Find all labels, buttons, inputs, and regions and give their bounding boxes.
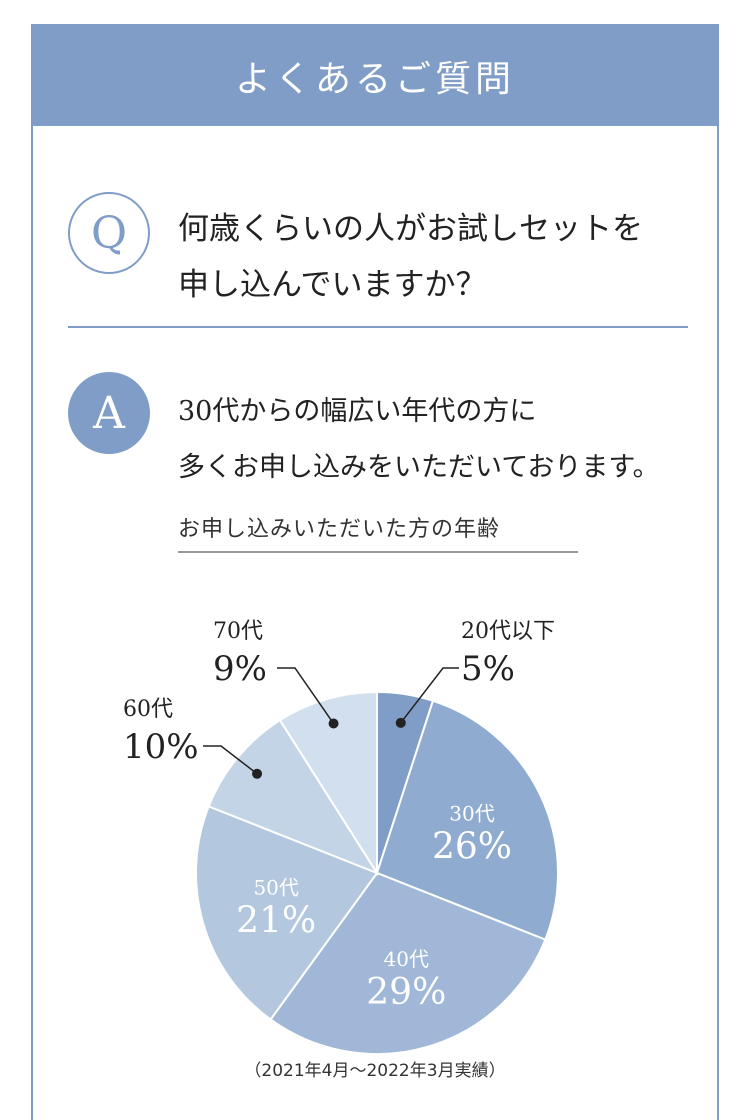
slice-value-label: 29% [366,972,446,1013]
slice-category-label: 50代 [253,875,298,899]
slice-category-label: 60代 [123,697,173,722]
pie-slice [207,718,380,876]
chart-title: お申し込みいただいた方の年齢 [178,511,578,553]
answer-badge: A [68,372,150,454]
faq-header: よくあるご質問 [33,26,717,126]
pie-slice [375,699,559,941]
pie-slice [195,805,379,1021]
slice-category-label: 30代 [449,801,494,825]
slice-value-label: 5% [461,649,515,689]
slice-category-label: 70代 [213,619,263,644]
slice-value-label: 26% [432,826,512,867]
answer-text: 30代からの幅広い年代の方に 多くお申し込みをいただいております。 [178,384,718,496]
slice-category-label: 20代以下 [461,619,555,644]
slice-value-label: 21% [236,900,316,941]
divider [68,326,688,328]
faq-title: よくあるご質問 [234,59,515,100]
slice-value-label: 9% [213,649,267,689]
faq-panel: よくあるご質問 Q 何歳くらいの人がお試しセットを 申し込んでいますか？ A 3… [31,24,719,1120]
pie-slice [278,690,378,877]
question-line-1: 何歳くらいの人がお試しセットを [178,211,643,247]
leader-line [277,667,335,724]
chart-footnote: （2021年4月～2022年3月実績） [244,1061,506,1081]
slice-value-label: 10% [123,727,199,767]
answer-line-2: 多くお申し込みをいただいております。 [178,452,660,483]
question-badge: Q [68,192,150,274]
leader-line [400,667,459,724]
question-text: 何歳くらいの人がお試しセットを 申し込んでいますか？ [178,201,698,313]
leader-line [203,745,258,775]
pie-slice [269,871,547,1055]
answer-line-1: 30代からの幅広い年代の方に [178,396,537,427]
question-line-2: 申し込んでいますか？ [178,267,487,303]
slice-category-label: 40代 [384,947,429,971]
